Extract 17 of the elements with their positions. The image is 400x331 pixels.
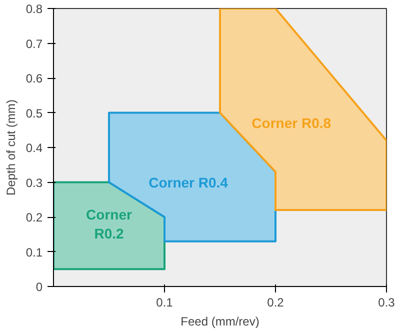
x-tick-label: 0.1 <box>156 296 174 310</box>
x-axis-title: Feed (mm/rev) <box>180 314 260 328</box>
y-tick-label: 0.2 <box>26 210 43 224</box>
series-label: Corner R0.4 <box>148 174 228 191</box>
y-tick-label: 0.4 <box>26 141 43 155</box>
series-label: Corner R0.2 <box>86 206 132 242</box>
y-tick-label: 0.8 <box>26 2 43 16</box>
y-tick-label: 0.7 <box>26 36 43 51</box>
x-tick-label: 0.2 <box>267 296 284 310</box>
series-label: Corner R0.8 <box>252 115 332 132</box>
x-tick-label: 0.3 <box>378 296 396 310</box>
y-tick-label: 0.3 <box>26 176 43 190</box>
y-axis-title: Depth of cut (mm) <box>4 99 18 196</box>
y-tick-label: 0.5 <box>26 106 43 120</box>
y-tick-label: 0.6 <box>26 72 43 86</box>
y-tick-label: 0 <box>36 280 43 294</box>
y-tick-label: 0.1 <box>26 245 43 260</box>
